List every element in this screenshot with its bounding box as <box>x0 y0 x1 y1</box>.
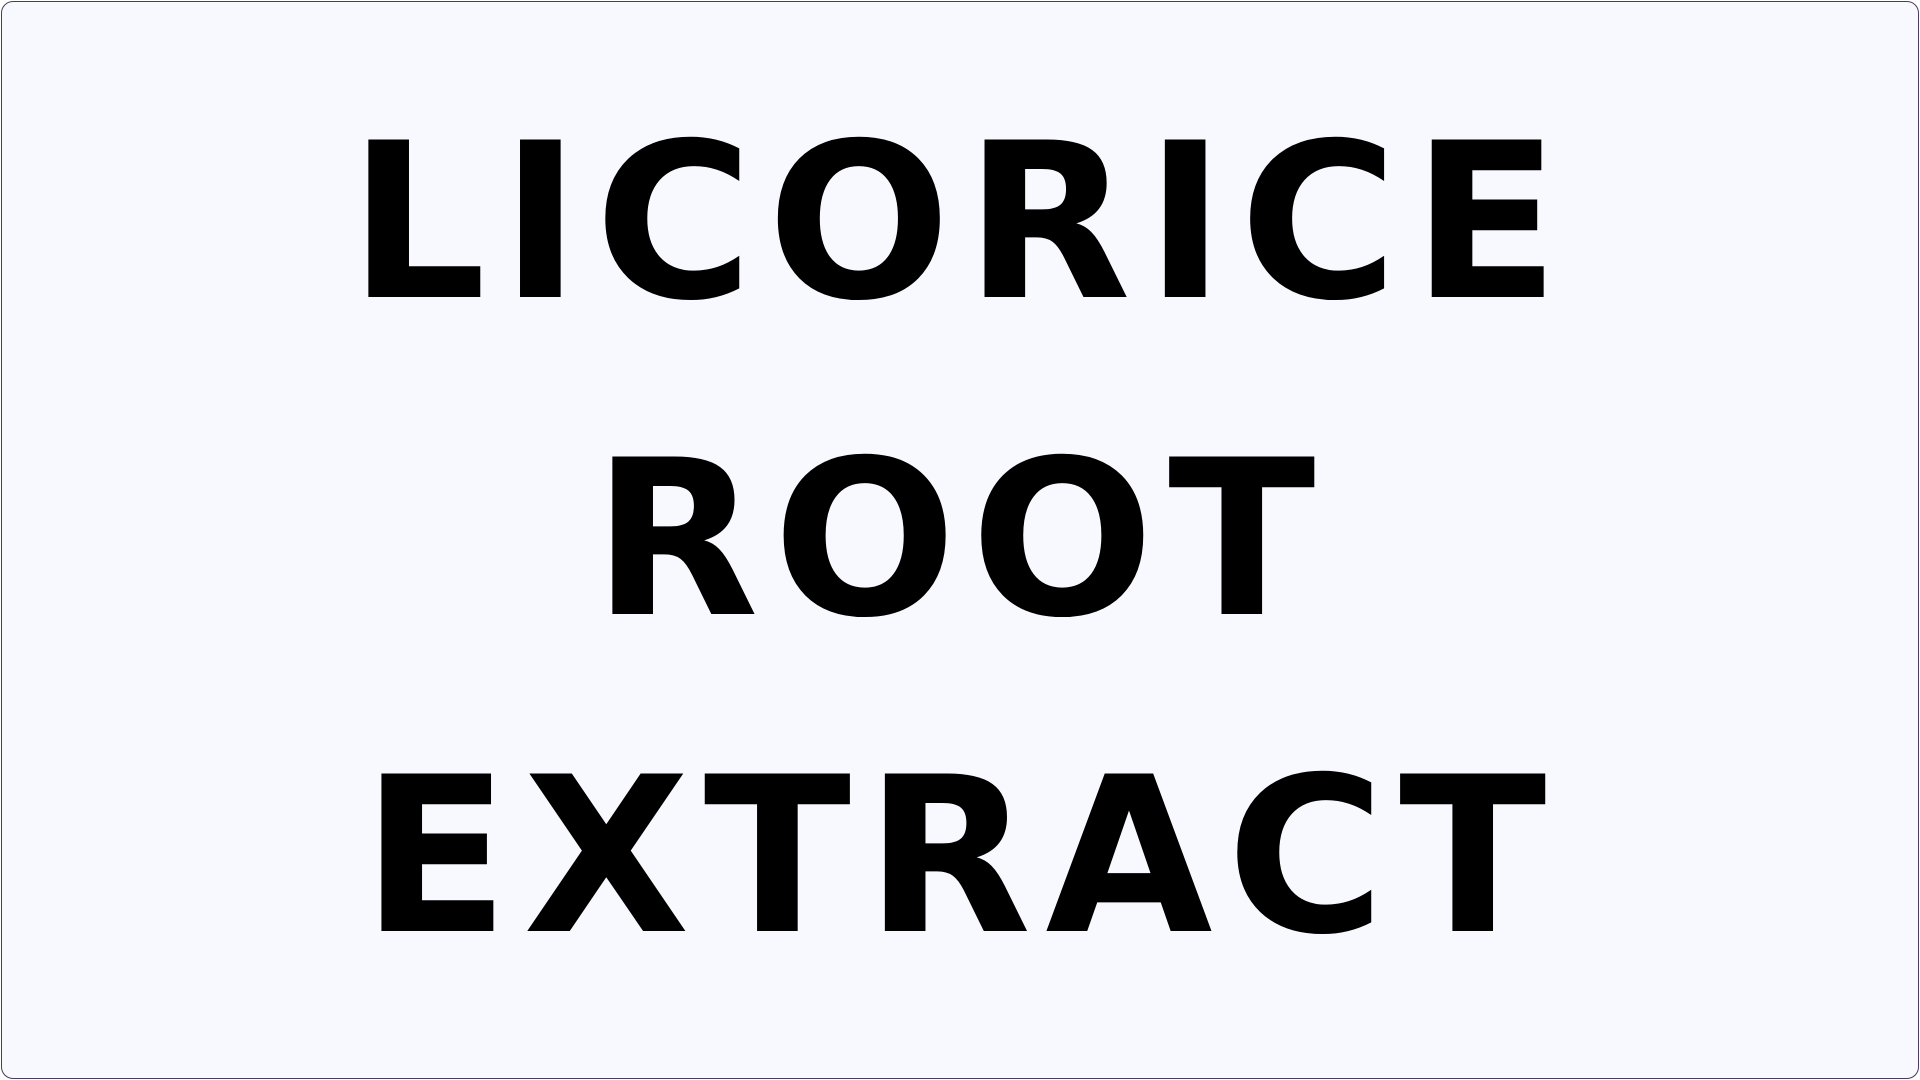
title-line-3: EXTRACT <box>361 731 1561 982</box>
title-line-1: LICORICE <box>348 97 1574 348</box>
title-line-2: ROOT <box>592 414 1330 665</box>
